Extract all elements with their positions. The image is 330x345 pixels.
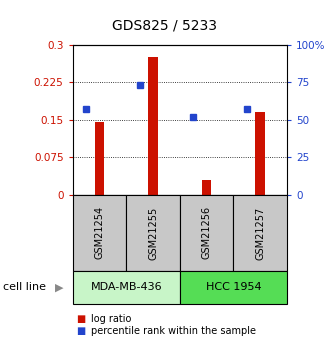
Text: ▶: ▶ bbox=[55, 282, 64, 292]
Bar bbox=[95, 122, 104, 195]
Bar bbox=[202, 180, 212, 195]
Bar bbox=[255, 112, 265, 195]
Text: GSM21257: GSM21257 bbox=[255, 206, 265, 259]
Text: cell line: cell line bbox=[3, 282, 46, 292]
Text: GSM21254: GSM21254 bbox=[94, 206, 104, 259]
Text: GSM21255: GSM21255 bbox=[148, 206, 158, 259]
Text: ■: ■ bbox=[76, 326, 85, 336]
Text: GSM21256: GSM21256 bbox=[202, 206, 212, 259]
Text: log ratio: log ratio bbox=[91, 314, 131, 324]
Text: HCC 1954: HCC 1954 bbox=[206, 282, 261, 292]
Bar bbox=[148, 57, 158, 195]
Text: GDS825 / 5233: GDS825 / 5233 bbox=[113, 19, 217, 33]
Text: ■: ■ bbox=[76, 314, 85, 324]
Text: percentile rank within the sample: percentile rank within the sample bbox=[91, 326, 256, 336]
Text: MDA-MB-436: MDA-MB-436 bbox=[90, 282, 162, 292]
